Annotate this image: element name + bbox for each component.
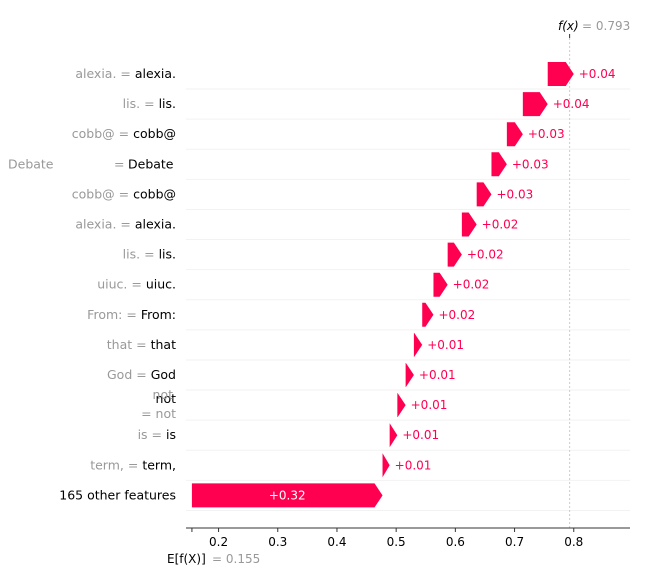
efx-value: = 0.155: [212, 552, 260, 566]
waterfall-bar: [461, 212, 477, 237]
feature-label: 165 other features: [59, 487, 176, 502]
bar-value-label: +0.03: [496, 187, 533, 201]
feature-value: is: [166, 427, 176, 442]
bar-value-label: +0.01: [419, 368, 456, 382]
feature-value: God: [151, 367, 176, 382]
feature-name: God =: [107, 367, 147, 382]
waterfall-bar: [405, 363, 414, 387]
feature-name: cobb@ =: [72, 186, 129, 201]
fx-value: = 0.793: [582, 19, 630, 33]
bar-value-label: +0.02: [438, 308, 475, 322]
x-tick-label: 0.4: [327, 535, 346, 549]
waterfall-bar: [522, 92, 548, 117]
feature-name: Debate: [8, 156, 54, 171]
x-tick-label: 0.7: [505, 535, 524, 549]
feature-value: uiuc.: [146, 277, 176, 292]
feature-value: cobb@: [133, 186, 176, 201]
feature-name: not: [153, 387, 174, 402]
x-tick-label: 0.5: [387, 535, 406, 549]
bar-value-label: +0.02: [467, 248, 504, 262]
bar-value-label: +0.03: [528, 127, 565, 141]
feature-name: is =: [138, 427, 162, 442]
feature-name: term, =: [90, 457, 138, 472]
efx-label: E[f(X)]: [167, 552, 206, 566]
bar-value-label: +0.01: [411, 398, 448, 412]
waterfall-bar: [447, 242, 462, 267]
feature-value: alexia.: [135, 217, 176, 232]
x-tick-label: 0.3: [268, 535, 287, 549]
bar-value-label: +0.03: [512, 157, 549, 171]
feature-equals: =: [114, 156, 124, 171]
feature-name: lis. =: [123, 96, 155, 111]
feature-name: alexia. =: [75, 66, 131, 81]
waterfall-bar: [413, 332, 423, 357]
waterfall-bar: [389, 423, 398, 448]
feature-value: cobb@: [133, 126, 176, 141]
waterfall-bar: [433, 272, 448, 297]
feature-name: alexia. =: [75, 217, 131, 232]
waterfall-bar: [191, 483, 383, 508]
x-tick-label: 0.6: [446, 535, 465, 549]
fx-label: f(x): [558, 19, 579, 33]
x-tick-label: 0.2: [209, 535, 228, 549]
feature-value: that: [151, 337, 176, 352]
feature-value: Debate: [128, 156, 174, 171]
feature-name: uiuc. =: [97, 277, 142, 292]
bar-value-label: +0.02: [453, 278, 490, 292]
feature-value: not: [156, 391, 177, 406]
bar-value-label: +0.01: [427, 338, 464, 352]
bar-value-label: +0.01: [395, 458, 432, 472]
feature-value: From:: [141, 307, 176, 322]
feature-value: alexia.: [135, 66, 176, 81]
feature-value: term,: [142, 457, 176, 472]
waterfall-bar: [397, 393, 406, 418]
feature-name: that =: [107, 337, 147, 352]
feature-value: lis.: [159, 96, 176, 111]
bar-value-label: +0.04: [579, 67, 616, 81]
feature-name-line2: = not: [141, 406, 176, 421]
x-tick-label: 0.8: [564, 535, 583, 549]
waterfall-bar: [506, 122, 523, 147]
feature-name: cobb@ =: [72, 126, 129, 141]
feature-name: From: =: [87, 307, 137, 322]
bar-value-label: +0.02: [482, 218, 519, 232]
waterfall-bar: [382, 453, 390, 478]
feature-value: lis.: [159, 247, 176, 262]
bar-value-label: +0.01: [402, 428, 439, 442]
waterfall-bar: [422, 302, 434, 327]
waterfall-bar: [476, 182, 492, 207]
waterfall-bar: [547, 62, 574, 86]
bar-value-label: +0.32: [269, 488, 306, 502]
feature-name: lis. =: [123, 247, 155, 262]
bar-value-label: +0.04: [553, 97, 590, 111]
waterfall-bar: [491, 152, 507, 177]
